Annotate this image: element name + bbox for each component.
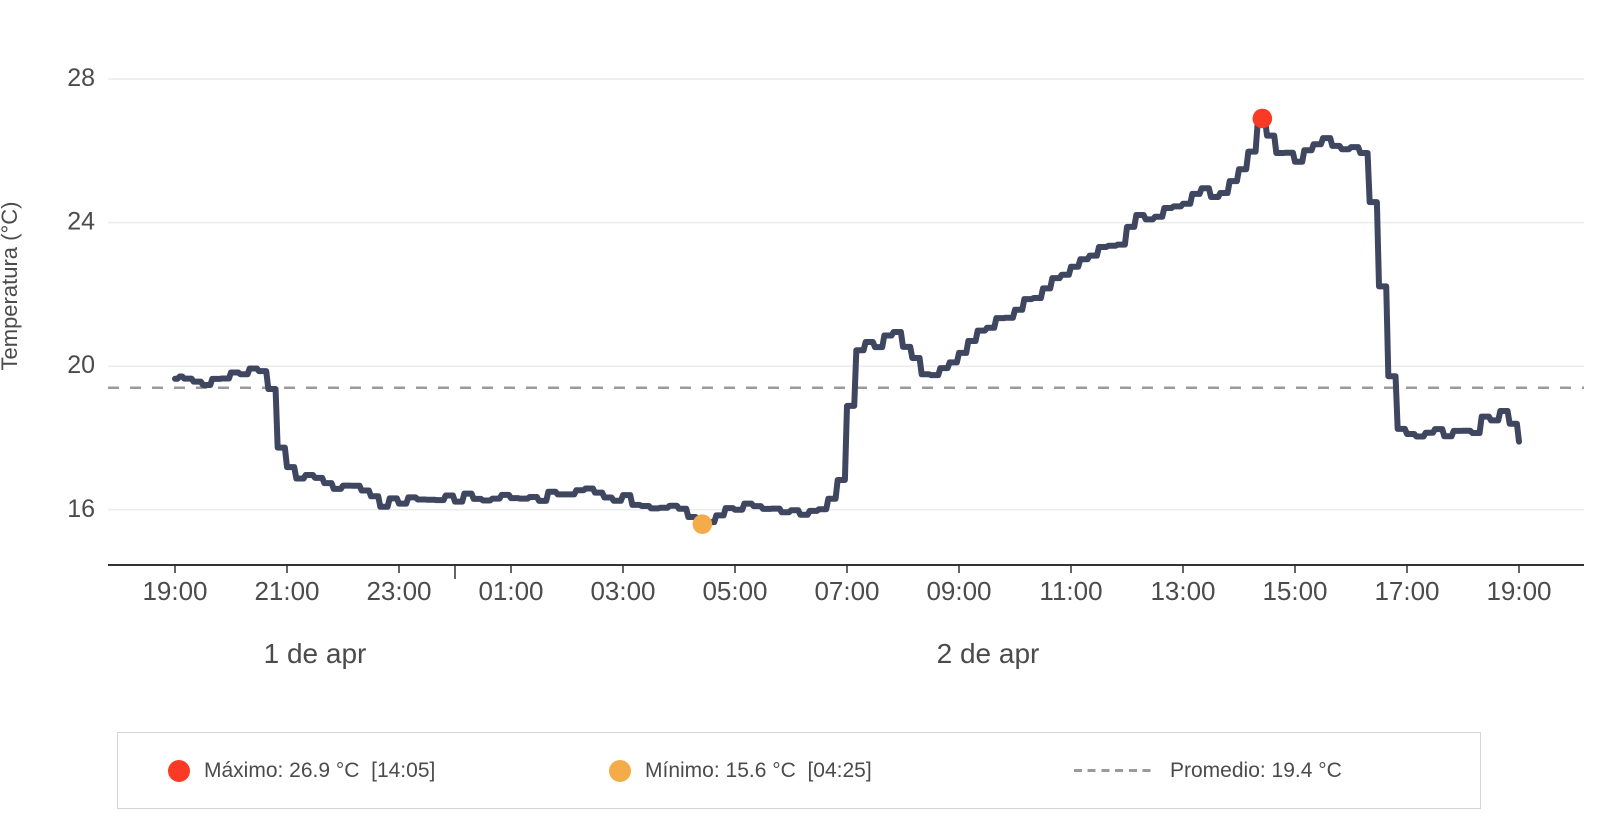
svg-text:19:00: 19:00: [142, 576, 207, 606]
svg-text:24: 24: [67, 208, 95, 236]
svg-text:11:00: 11:00: [1039, 576, 1102, 606]
svg-text:2 de apr: 2 de apr: [937, 638, 1040, 669]
svg-text:21:00: 21:00: [254, 576, 319, 606]
svg-text:07:00: 07:00: [814, 576, 879, 606]
svg-text:03:00: 03:00: [590, 576, 655, 606]
svg-text:09:00: 09:00: [926, 576, 991, 606]
svg-text:13:00: 13:00: [1150, 576, 1215, 606]
svg-text:1 de apr: 1 de apr: [264, 638, 367, 669]
svg-text:17:00: 17:00: [1374, 576, 1439, 606]
svg-text:19:00: 19:00: [1486, 576, 1551, 606]
svg-text:01:00: 01:00: [478, 576, 543, 606]
svg-text:23:00: 23:00: [366, 576, 431, 606]
svg-text:05:00: 05:00: [702, 576, 767, 606]
svg-text:20: 20: [67, 351, 95, 379]
svg-text:15:00: 15:00: [1262, 576, 1327, 606]
svg-text:16: 16: [67, 495, 95, 523]
svg-text:28: 28: [67, 64, 95, 92]
